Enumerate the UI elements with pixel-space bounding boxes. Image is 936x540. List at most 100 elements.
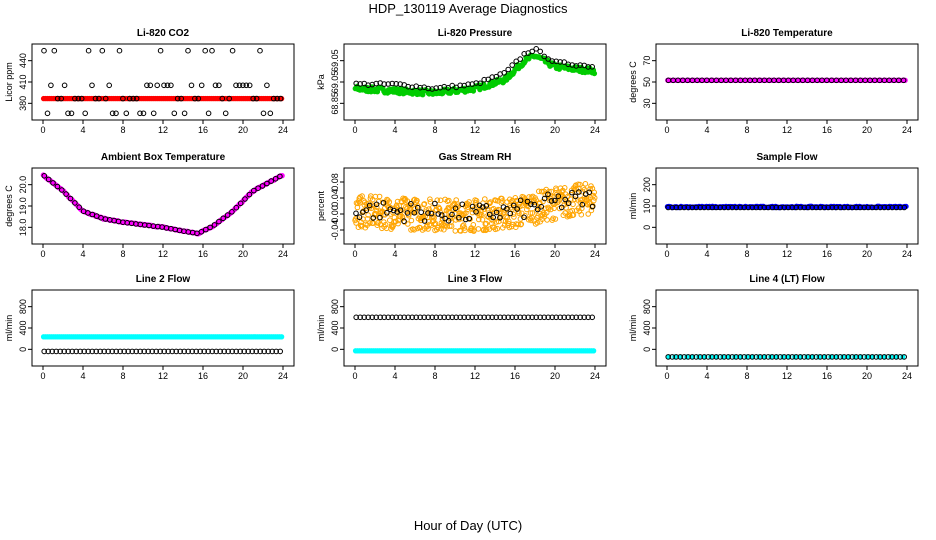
data-point — [129, 348, 135, 355]
data-point — [366, 202, 373, 209]
data-point — [435, 211, 442, 217]
data-point — [462, 227, 468, 234]
data-point — [367, 220, 373, 226]
x-tick-label: 8 — [120, 249, 125, 259]
y-tick-label: 800 — [18, 299, 28, 314]
data-point — [41, 47, 47, 54]
data-point — [457, 314, 464, 321]
data-point — [109, 348, 115, 355]
data-point — [363, 207, 370, 213]
data-point — [589, 314, 596, 321]
data-point — [549, 314, 556, 321]
data-point — [741, 204, 748, 211]
data-point — [445, 314, 452, 321]
data-point — [272, 176, 279, 182]
data-point — [265, 348, 272, 355]
data-point — [737, 354, 744, 360]
data-point — [546, 188, 552, 195]
data-point — [677, 204, 684, 211]
data-point — [181, 110, 188, 117]
panel-ambient: Ambient Box Temperature 0 4 8 12 16 20 24 18.0 19… — [4, 152, 295, 259]
data-point — [164, 82, 171, 89]
x-tick-label: 12 — [158, 371, 168, 381]
data-point — [475, 226, 482, 232]
y-tick-label: 70 — [642, 56, 652, 66]
data-point — [865, 204, 872, 211]
data-point — [212, 82, 219, 89]
data-point — [501, 314, 508, 321]
data-point — [565, 200, 572, 206]
panel-title: Li-820 CO2 — [137, 28, 190, 39]
data-point — [717, 354, 724, 360]
x-tick-label: 4 — [80, 371, 85, 381]
data-point — [477, 314, 484, 321]
data-point — [545, 314, 552, 321]
data-point — [689, 354, 696, 360]
x-tick-label: 8 — [432, 371, 437, 381]
x-tick-label: 20 — [862, 125, 872, 135]
data-point — [96, 95, 102, 102]
data-point — [381, 81, 388, 87]
data-point — [274, 95, 281, 102]
data-point — [141, 348, 147, 355]
data-point — [373, 80, 380, 87]
data-point — [534, 220, 541, 226]
data-point — [259, 183, 266, 189]
data-point — [85, 47, 92, 54]
data-point — [544, 217, 550, 223]
data-point — [793, 204, 800, 211]
x-tick-label: 0 — [352, 371, 357, 381]
data-point — [411, 227, 418, 233]
data-point — [216, 82, 222, 89]
data-point — [541, 314, 548, 321]
data-point — [157, 348, 163, 355]
data-point — [821, 204, 828, 211]
data-point — [380, 200, 387, 206]
y-tick-label: 440 — [18, 53, 28, 68]
data-point — [591, 70, 598, 77]
data-point — [521, 314, 528, 321]
data-point — [217, 348, 223, 355]
data-point — [841, 354, 848, 360]
data-point — [481, 314, 488, 321]
data-point — [717, 204, 724, 211]
data-point — [829, 354, 836, 360]
x-tick-label: 4 — [392, 371, 397, 381]
data-point — [841, 204, 848, 211]
data-point — [489, 74, 496, 80]
data-point — [72, 200, 78, 206]
x-tick-label: 20 — [862, 249, 872, 259]
x-tick-label: 12 — [158, 249, 168, 259]
y-tick-label: 400 — [330, 320, 340, 335]
data-point — [463, 210, 469, 216]
data-point — [540, 210, 547, 216]
data-point — [541, 195, 548, 202]
x-tick-label: 0 — [664, 125, 669, 135]
data-point — [189, 348, 195, 355]
data-point — [558, 204, 565, 211]
data-point — [497, 214, 503, 221]
data-point — [777, 354, 784, 360]
data-point — [541, 214, 548, 220]
data-point — [865, 354, 872, 360]
data-point — [586, 189, 593, 196]
data-point — [69, 348, 75, 355]
data-point — [873, 204, 880, 211]
data-point — [801, 204, 808, 211]
data-point — [733, 354, 740, 360]
data-point — [277, 348, 284, 355]
plot-frame — [343, 289, 607, 367]
data-point — [769, 354, 776, 360]
y-tick-label: 0.08 — [330, 173, 340, 191]
data-point — [446, 197, 452, 204]
data-point — [517, 314, 524, 321]
data-point — [393, 81, 400, 87]
data-point — [397, 314, 404, 321]
data-point — [576, 189, 582, 195]
data-point — [457, 82, 464, 89]
data-point — [503, 213, 509, 220]
panel-title: Ambient Box Temperature — [101, 152, 226, 163]
data-point — [483, 227, 489, 234]
data-point — [438, 212, 445, 218]
data-point — [585, 64, 592, 70]
